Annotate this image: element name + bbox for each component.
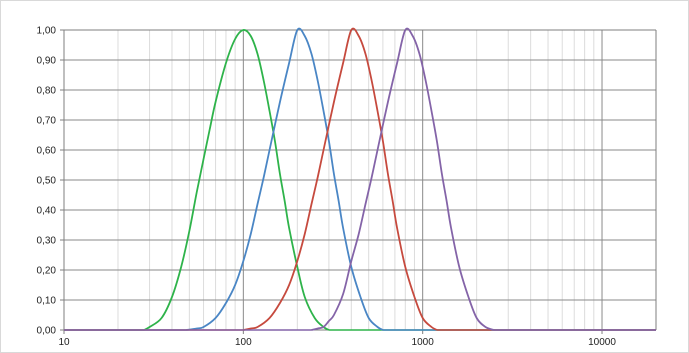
y-tick-label: 0,50 xyxy=(37,176,57,187)
y-tick-label: 0,80 xyxy=(37,86,57,97)
y-tick-label: 0,70 xyxy=(37,116,57,127)
y-tick-label: 0,20 xyxy=(37,266,57,277)
series-line-3 xyxy=(243,27,438,331)
y-tick-label: 0,40 xyxy=(37,206,57,217)
series-line-2 xyxy=(186,27,384,331)
y-tick-label: 0,90 xyxy=(37,56,57,67)
x-tick-label: 1000 xyxy=(412,337,435,348)
y-tick-label: 1,00 xyxy=(37,26,57,37)
y-tick-label: 0,00 xyxy=(37,326,57,337)
y-tick-label: 0,30 xyxy=(37,236,57,247)
y-tick-label: 0,60 xyxy=(37,146,57,157)
series-line-4 xyxy=(311,27,495,331)
y-tick-label: 0,10 xyxy=(37,296,57,307)
x-tick-label: 10000 xyxy=(588,337,616,348)
x-tick-label: 10 xyxy=(58,337,70,348)
x-tick-label: 100 xyxy=(235,337,252,348)
